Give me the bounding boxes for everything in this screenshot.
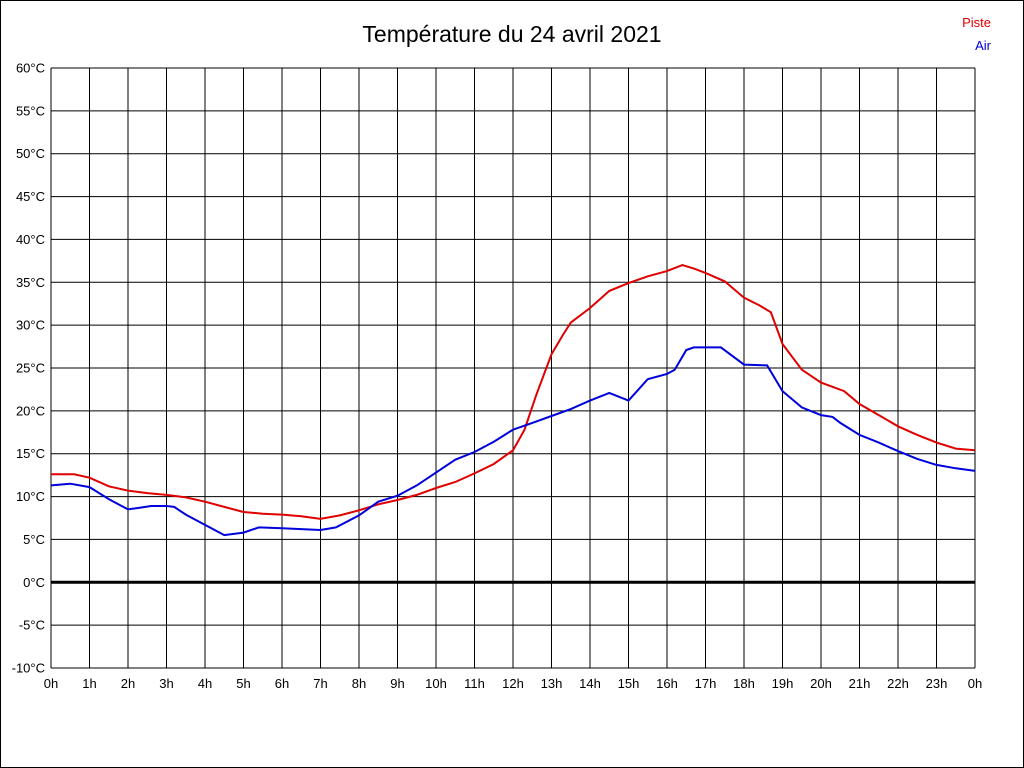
y-tick-label: 35°C: [16, 275, 45, 290]
x-tick-label: 18h: [733, 676, 755, 691]
y-tick-label: 20°C: [16, 403, 45, 418]
y-tick-label: -10°C: [12, 661, 45, 676]
x-tick-label: 2h: [121, 676, 135, 691]
x-tick-label: 10h: [425, 676, 447, 691]
legend: Piste Air: [962, 11, 991, 57]
x-tick-label: 1h: [82, 676, 96, 691]
x-tick-label: 11h: [464, 676, 485, 691]
legend-entry-piste: Piste: [962, 15, 991, 30]
y-tick-label: 0°C: [23, 575, 45, 590]
x-tick-label: 16h: [656, 676, 678, 691]
y-tick-label: 15°C: [16, 446, 45, 461]
x-tick-label: 13h: [541, 676, 563, 691]
x-tick-label: 12h: [502, 676, 524, 691]
y-tick-label: 50°C: [16, 146, 45, 161]
x-tick-label: 22h: [887, 676, 909, 691]
y-tick-label: 30°C: [16, 318, 45, 333]
x-tick-label: 23h: [926, 676, 948, 691]
y-tick-label: 25°C: [16, 361, 45, 376]
y-tick-label: 55°C: [16, 103, 45, 118]
x-tick-label: 19h: [772, 676, 794, 691]
x-tick-label: 0h: [968, 676, 982, 691]
x-tick-label: 5h: [236, 676, 250, 691]
x-tick-label: 6h: [275, 676, 289, 691]
x-tick-label: 0h: [44, 676, 58, 691]
x-tick-label: 9h: [390, 676, 404, 691]
y-tick-label: 60°C: [16, 61, 45, 76]
y-tick-label: 5°C: [23, 532, 45, 547]
series-air-line: [50, 346, 976, 537]
y-tick-label: 40°C: [16, 232, 45, 247]
x-tick-label: 17h: [695, 676, 717, 691]
x-tick-label: 7h: [313, 676, 327, 691]
x-tick-label: 14h: [579, 676, 601, 691]
x-tick-label: 3h: [159, 676, 173, 691]
x-tick-label: 21h: [849, 676, 871, 691]
x-tick-label: 15h: [618, 676, 640, 691]
chart-title: Température du 24 avril 2021: [362, 21, 662, 47]
series-piste-line: [51, 264, 976, 520]
x-tick-label: 8h: [352, 676, 366, 691]
x-tick-label: 4h: [198, 676, 212, 691]
x-tick-label: 20h: [810, 676, 832, 691]
y-tick-label: 45°C: [16, 189, 45, 204]
y-tick-label: -5°C: [19, 618, 45, 633]
y-tick-label: 10°C: [16, 489, 45, 504]
legend-entry-air: Air: [975, 38, 991, 53]
